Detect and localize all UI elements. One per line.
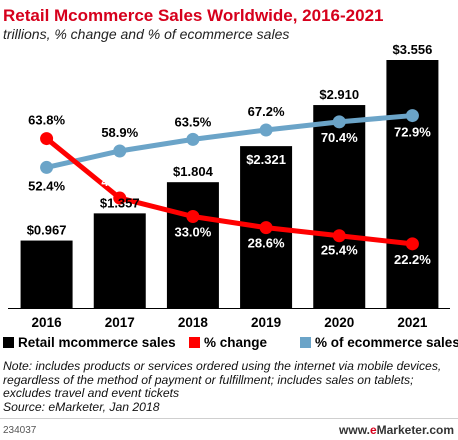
ecommerce-share-point-2016 bbox=[40, 160, 54, 174]
ecommerce-share-label-2021: 72.9% bbox=[394, 125, 431, 140]
bar-label-2016: $0.967 bbox=[27, 223, 67, 238]
combo-chart: 2016 2017 2018 2019 2020 2021 $0.967 $1.357 $1.8… bbox=[8, 42, 450, 330]
pct-change-point-2017 bbox=[113, 191, 127, 205]
pct-change-label-2016: 63.8% bbox=[28, 113, 65, 128]
x-tick-label-2017: 2017 bbox=[105, 315, 135, 330]
ecommerce-share-point-2021 bbox=[405, 109, 419, 123]
legend-item-change: % change bbox=[189, 335, 267, 350]
bar-label-2018: $1.804 bbox=[173, 164, 214, 179]
ecommerce-share-point-2019 bbox=[259, 123, 273, 137]
pct-change-label-2020: 25.4% bbox=[321, 243, 358, 258]
chart-subtitle: trillions, % change and % of ecommerce s… bbox=[3, 26, 290, 42]
legend-item-sales: Retail mcommerce sales bbox=[3, 335, 176, 350]
pct-change-point-2019 bbox=[259, 221, 273, 235]
pct-change-point-2016 bbox=[40, 132, 54, 146]
pct-change-point-2021 bbox=[405, 237, 419, 251]
pct-change-label-2021: 22.2% bbox=[394, 252, 431, 267]
pct-change-label-2017: 40.3% bbox=[101, 174, 138, 189]
bar-2018 bbox=[166, 182, 219, 308]
bar-2021 bbox=[386, 60, 439, 308]
chart-notes: Note: includes products or services orde… bbox=[3, 359, 455, 414]
ecommerce-share-label-2019: 67.2% bbox=[248, 104, 285, 119]
legend-swatch-change bbox=[189, 337, 200, 348]
chart-title: Retail Mcommerce Sales Worldwide, 2016-2… bbox=[3, 6, 384, 25]
ecommerce-share-point-2018 bbox=[186, 132, 200, 146]
pct-change-label-2018: 33.0% bbox=[174, 225, 211, 240]
bar-label-2020: $2.910 bbox=[319, 87, 359, 102]
bar-label-2019: $2.321 bbox=[246, 152, 286, 167]
x-tick-label-2016: 2016 bbox=[32, 315, 63, 330]
ecommerce-share-label-2017: 58.9% bbox=[101, 125, 138, 140]
note-text: Note: includes products or services orde… bbox=[3, 359, 442, 400]
ecommerce-share-point-2017 bbox=[113, 144, 127, 158]
bar-2017 bbox=[93, 213, 146, 308]
ecommerce-share-line bbox=[44, 113, 415, 170]
legend-label-change: % change bbox=[204, 335, 268, 350]
ecommerce-share-point-2020 bbox=[332, 115, 346, 129]
pct-change-point-2020 bbox=[332, 229, 346, 243]
legend-label-ecommerce: % of ecommerce sales bbox=[315, 335, 458, 350]
source-text: Source: eMarketer, Jan 2018 bbox=[3, 399, 160, 414]
x-tick-label-2018: 2018 bbox=[178, 315, 209, 330]
footer-divider bbox=[0, 418, 458, 419]
legend-label-sales: Retail mcommerce sales bbox=[18, 335, 176, 350]
chart-id: 234037 bbox=[3, 425, 37, 436]
bar-label-2021: $3.556 bbox=[393, 42, 433, 57]
ecommerce-share-label-2020: 70.4% bbox=[321, 130, 358, 145]
pct-change-label-2019: 28.6% bbox=[248, 236, 285, 251]
x-tick-label-2021: 2021 bbox=[397, 315, 428, 330]
bar-2016 bbox=[20, 240, 73, 308]
ecommerce-share-label-2018: 63.5% bbox=[174, 114, 211, 129]
brand-logo: www.eMarketer.com bbox=[339, 423, 454, 437]
pct-change-line bbox=[44, 136, 415, 247]
bar-label-2017: $1.357 bbox=[100, 195, 140, 210]
legend-item-ecommerce: % of ecommerce sales bbox=[300, 335, 458, 350]
ecommerce-share-label-2016: 52.4% bbox=[28, 178, 65, 193]
bar-2020 bbox=[313, 105, 366, 308]
pct-change-point-2018 bbox=[186, 210, 200, 224]
x-tick-label-2019: 2019 bbox=[251, 315, 281, 330]
legend-swatch-ecommerce bbox=[300, 337, 311, 348]
legend-swatch-sales bbox=[3, 337, 14, 348]
x-tick-label-2020: 2020 bbox=[324, 315, 354, 330]
